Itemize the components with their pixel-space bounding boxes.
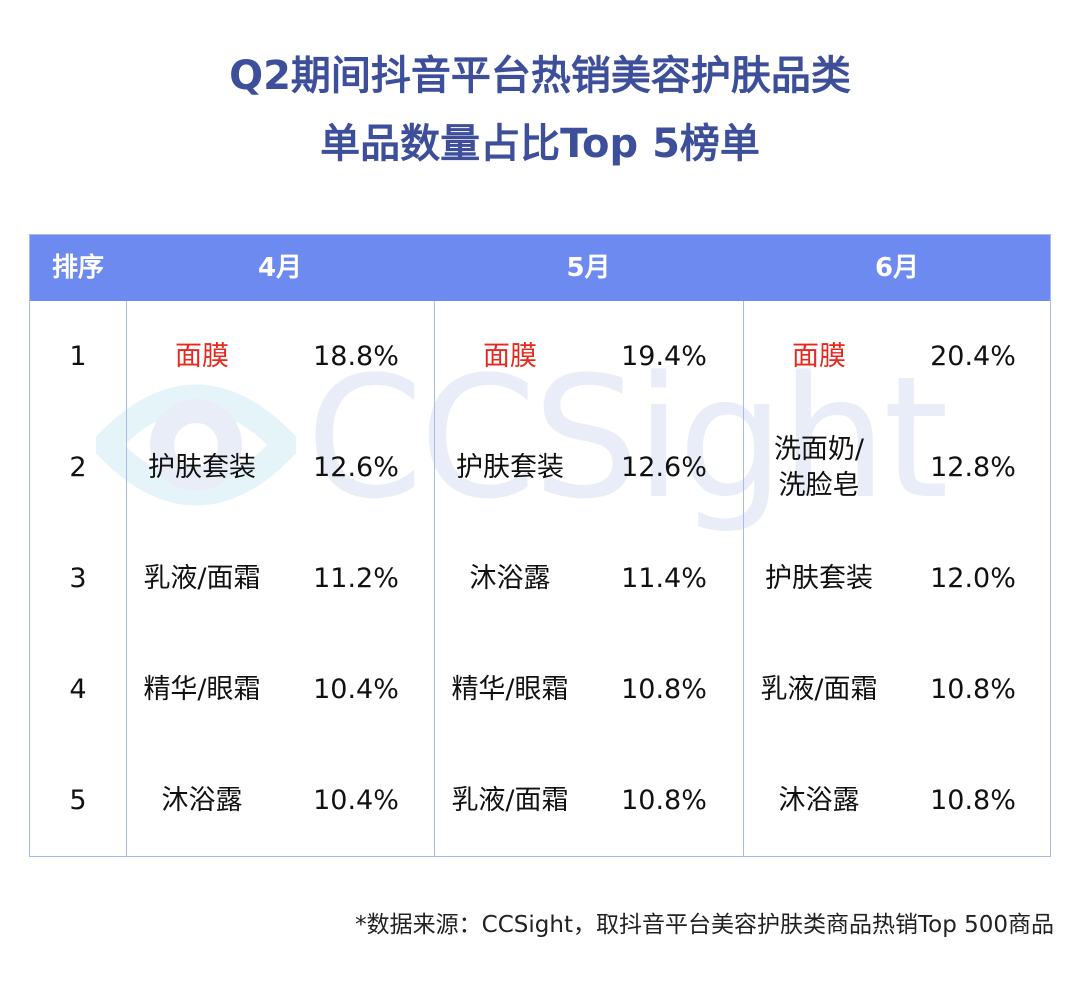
category-cell: 精华/眼霜 — [451, 673, 569, 705]
column-divider — [743, 301, 744, 857]
rank-cell: 3 — [69, 562, 87, 594]
chart-title-line1: Q2期间抖音平台热销美容护肤品类 — [229, 53, 851, 99]
category-cell: 面膜 — [792, 340, 846, 372]
share-cell: 12.6% — [313, 451, 399, 483]
category-cell: 沐浴露 — [469, 562, 551, 594]
header-june: 6月 — [874, 253, 920, 283]
share-cell: 18.8% — [313, 340, 399, 372]
chart-title-line2: 单品数量占比Top 5榜单 — [320, 121, 760, 167]
category-cell: 洗面奶/ 洗脸皂 — [773, 433, 865, 501]
share-cell: 10.8% — [621, 673, 707, 705]
share-cell: 10.8% — [621, 784, 707, 816]
header-may: 5月 — [566, 253, 611, 283]
column-divider — [126, 301, 127, 857]
share-cell: 11.2% — [313, 562, 399, 594]
share-cell: 11.4% — [621, 562, 707, 594]
category-cell: 乳液/面霜 — [760, 673, 878, 705]
share-cell: 10.8% — [930, 784, 1016, 816]
share-cell: 12.6% — [621, 451, 707, 483]
category-cell: 沐浴露 — [778, 784, 860, 816]
share-cell: 10.4% — [313, 784, 399, 816]
category-cell: 护肤套装 — [765, 562, 873, 594]
rank-cell: 1 — [69, 340, 87, 372]
category-cell: 护肤套装 — [456, 451, 564, 483]
share-cell: 19.4% — [621, 340, 707, 372]
rank-cell: 4 — [69, 673, 87, 705]
share-cell: 10.8% — [930, 673, 1016, 705]
share-cell: 12.0% — [930, 562, 1016, 594]
share-cell: 12.8% — [930, 451, 1016, 483]
header-rank: 排序 — [51, 253, 104, 283]
share-cell: 10.4% — [313, 673, 399, 705]
category-cell: 面膜 — [175, 340, 229, 372]
category-cell: 面膜 — [483, 340, 537, 372]
category-cell: 乳液/面霜 — [143, 562, 261, 594]
data-source-footnote: *数据来源：CCSight，取抖音平台美容护肤类商品热销Top 500商品 — [355, 912, 1054, 938]
rank-cell: 2 — [69, 451, 87, 483]
share-cell: 20.4% — [930, 340, 1016, 372]
category-cell: 乳液/面霜 — [451, 784, 569, 816]
rank-cell: 5 — [69, 784, 87, 816]
category-cell: 护肤套装 — [148, 451, 256, 483]
category-cell: 沐浴露 — [161, 784, 243, 816]
header-april: 4月 — [257, 253, 303, 283]
category-cell: 精华/眼霜 — [143, 673, 261, 705]
table-header: 排序 4月 5月 6月 — [30, 235, 1050, 301]
ranking-table: 排序 4月 5月 6月 1 面膜 18.8% 面膜 19.4% 面膜 20.4% 2 护肤套装 1… — [29, 234, 1051, 857]
column-divider — [434, 301, 435, 857]
